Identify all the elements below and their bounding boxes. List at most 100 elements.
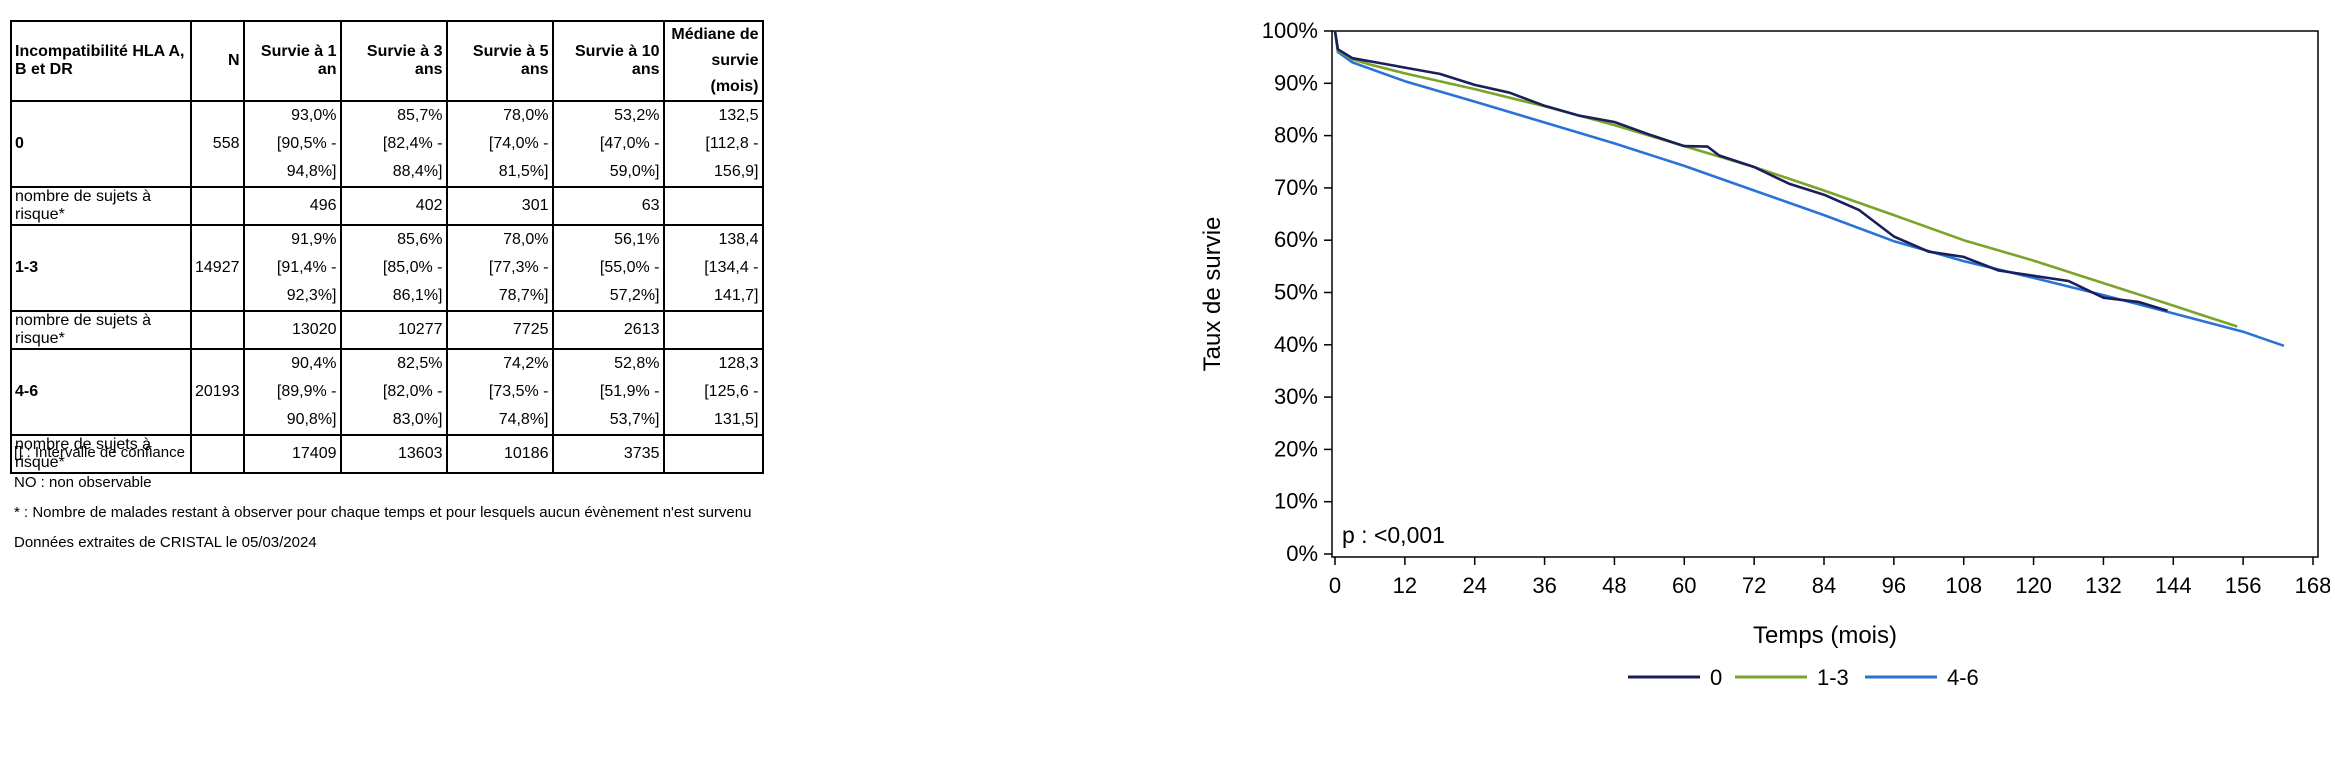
x-tick-label: 168 [2295, 573, 2330, 598]
survival-cell: 85,6% [85,0% - 86,1%] [339, 224, 448, 312]
survival-value: 82,5% [397, 355, 443, 372]
at-risk-label: nombre de sujets à risque* [10, 434, 192, 474]
y-tick-label: 80% [1274, 123, 1318, 148]
at-risk-value: 2613 [551, 310, 665, 350]
empty-cell [190, 434, 245, 474]
table-row-at-risk: nombre de sujets à risque* 13020 10277 7725… [10, 310, 764, 350]
x-tick-label: 0 [1329, 573, 1341, 598]
confidence-interval: [91,4% - 92,3%] [276, 259, 337, 304]
y-tick-label: 30% [1274, 384, 1318, 409]
survival-cell: 90,4% [89,9% - 90,8%] [242, 348, 342, 436]
y-tick-label: 90% [1274, 70, 1318, 95]
at-risk-value: 13603 [339, 434, 448, 474]
survival-cell: 78,0% [74,0% - 81,5%] [445, 100, 554, 188]
survival-cell: 78,0% [77,3% - 78,7%] [445, 224, 554, 312]
x-tick-label: 84 [1812, 573, 1836, 598]
table-row: 0 558 93,0% [90,5% - 94,8%] 85,7% [82,4% - 88… [10, 100, 764, 188]
survival-cell: 56,1% [55,0% - 57,2%] [551, 224, 665, 312]
x-axis-title: Temps (mois) [1753, 622, 1897, 649]
survival-cell: 52,8% [51,9% - 53,7%] [551, 348, 665, 436]
at-risk-value: 496 [242, 186, 342, 226]
confidence-interval: [90,5% - 94,8%] [276, 135, 337, 180]
confidence-interval: [51,9% - 53,7%] [599, 383, 660, 428]
y-tick-label: 0% [1286, 541, 1318, 566]
survival-chart: 0% 10% 20% 30% 40% 50% 60% 70% 80% 90% 100% 0 12 24 36… [1199, 18, 2330, 690]
group-label: 1-3 [10, 224, 192, 312]
survival-value: 74,2% [503, 355, 549, 372]
confidence-interval: [77,3% - 78,7%] [488, 259, 549, 304]
survival-value: 91,9% [291, 231, 337, 248]
survival-value: 90,4% [291, 355, 337, 372]
survival-value: 138,4 [718, 231, 759, 248]
at-risk-value: 3735 [551, 434, 665, 474]
survival-value: 93,0% [291, 107, 337, 124]
header-hla: Incompatibilité HLA A, B et DR [10, 20, 192, 102]
survival-cell: 128,3 [125,6 - 131,5] [662, 348, 764, 436]
header-n: N [190, 20, 245, 102]
x-tick-label: 12 [1393, 573, 1417, 598]
survival-value: 85,6% [397, 231, 443, 248]
group-n: 558 [190, 100, 245, 188]
empty-cell [662, 310, 764, 350]
group-label: 4-6 [10, 348, 192, 436]
confidence-interval: [125,6 - 131,5] [704, 383, 759, 428]
y-tick-label: 10% [1274, 489, 1318, 514]
empty-cell [190, 310, 245, 350]
confidence-interval: [55,0% - 57,2%] [599, 259, 660, 304]
group-n: 14927 [190, 224, 245, 312]
at-risk-value: 10186 [445, 434, 554, 474]
at-risk-value: 402 [339, 186, 448, 226]
x-tick-label: 108 [1945, 573, 1982, 598]
y-tick-label: 50% [1274, 280, 1318, 305]
at-risk-label: nombre de sujets à risque* [10, 310, 192, 350]
survival-value: 78,0% [503, 231, 549, 248]
empty-cell [662, 186, 764, 226]
x-tick-label: 72 [1742, 573, 1766, 598]
plot-frame [1331, 30, 2319, 558]
at-risk-value: 13020 [242, 310, 342, 350]
confidence-interval: [73,5% - 74,8%] [488, 383, 549, 428]
survival-cell: 53,2% [47,0% - 59,0%] [551, 100, 665, 188]
at-risk-value: 17409 [242, 434, 342, 474]
y-tick-label: 70% [1274, 175, 1318, 200]
header-5-years: Survie à 5 ans [445, 20, 554, 102]
survival-value: 132,5 [718, 107, 759, 124]
y-axis-title: Taux de survie [1199, 217, 1226, 372]
survival-value: 78,0% [503, 107, 549, 124]
series-line-1-3 [1333, 30, 2238, 328]
header-3-years: Survie à 3 ans [339, 20, 448, 102]
y-tick-label: 100% [1262, 18, 1318, 43]
x-tick-label: 36 [1532, 573, 1556, 598]
x-tick-label: 156 [2225, 573, 2262, 598]
survival-cell: 82,5% [82,0% - 83,0%] [339, 348, 448, 436]
table-header-row: Incompatibilité HLA A, B et DR N Survie … [10, 20, 764, 102]
y-tick-label: 60% [1274, 227, 1318, 252]
confidence-interval: [82,4% - 88,4%] [382, 135, 443, 180]
header-median: Médiane de survie (mois) [662, 20, 764, 102]
at-risk-value: 10277 [339, 310, 448, 350]
note-at-risk: * : Nombre de malades restant à observer… [14, 504, 752, 521]
at-risk-label: nombre de sujets à risque* [10, 186, 192, 226]
header-10-years: Survie à 10 ans [551, 20, 665, 102]
survival-cell: 132,5 [112,8 - 156,9] [662, 100, 764, 188]
empty-cell [190, 186, 245, 226]
empty-cell [662, 434, 764, 474]
legend-label: 1-3 [1817, 665, 1849, 690]
table-row: 4-6 20193 90,4% [89,9% - 90,8%] 82,5% [82,0% … [10, 348, 764, 436]
survival-cell: 138,4 [134,4 - 141,7] [662, 224, 764, 312]
survival-cell: 93,0% [90,5% - 94,8%] [242, 100, 342, 188]
confidence-interval: [89,9% - 90,8%] [276, 383, 337, 428]
table-row: 1-3 14927 91,9% [91,4% - 92,3%] 85,6% [85,0% … [10, 224, 764, 312]
at-risk-value: 7725 [445, 310, 554, 350]
at-risk-value: 301 [445, 186, 554, 226]
series-line-4-6 [1333, 30, 2285, 348]
survival-cell: 74,2% [73,5% - 74,8%] [445, 348, 554, 436]
confidence-interval: [74,0% - 81,5%] [488, 135, 549, 180]
survival-table: Incompatibilité HLA A, B et DR N Survie … [10, 20, 764, 474]
note-no: NO : non observable [14, 474, 152, 491]
x-tick-label: 96 [1882, 573, 1906, 598]
confidence-interval: [47,0% - 59,0%] [599, 135, 660, 180]
note-ci: [] : Intervalle de confiance [14, 444, 185, 461]
survival-value: 52,8% [614, 355, 660, 372]
group-label: 0 [10, 100, 192, 188]
